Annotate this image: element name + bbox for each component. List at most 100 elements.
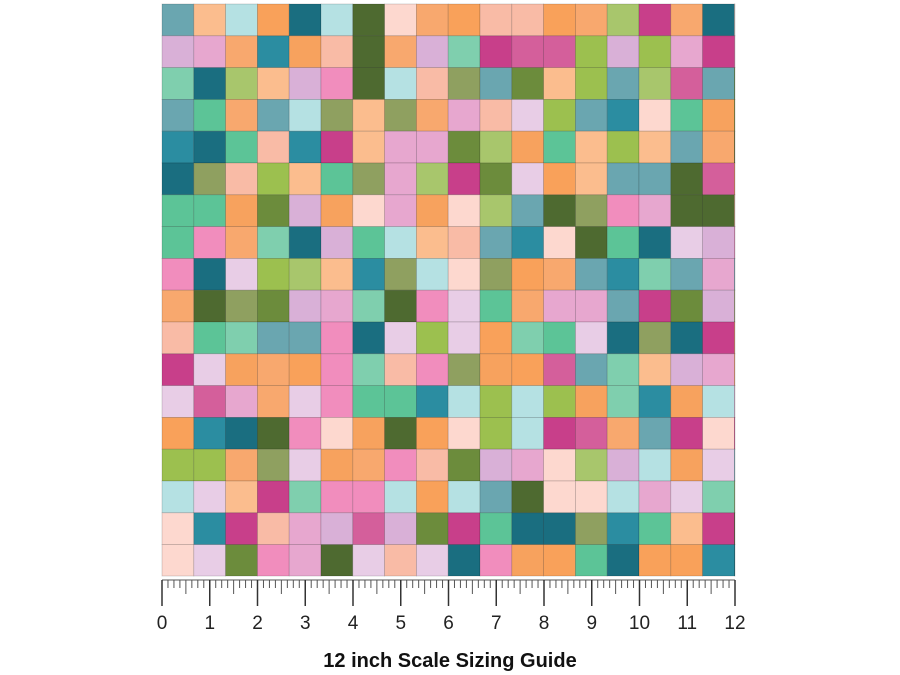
tile <box>225 67 258 100</box>
tile <box>256 480 290 514</box>
tile <box>575 289 608 323</box>
tile <box>288 35 322 68</box>
tile <box>479 194 513 228</box>
tile <box>702 257 735 291</box>
tile <box>670 99 703 132</box>
tile <box>734 353 736 386</box>
tile <box>415 480 449 514</box>
tile <box>161 385 195 418</box>
tile <box>543 67 576 100</box>
tile <box>479 480 513 514</box>
ruler-label: 9 <box>586 613 597 634</box>
tile <box>447 194 481 228</box>
tile <box>352 385 385 418</box>
tile <box>320 544 354 577</box>
tile <box>511 3 544 37</box>
tile <box>606 162 640 196</box>
tile <box>734 289 736 323</box>
tile <box>702 130 735 164</box>
tile <box>479 162 513 196</box>
tile <box>670 448 703 482</box>
tile <box>225 480 258 514</box>
tile <box>447 67 481 100</box>
tile <box>225 99 258 132</box>
tile <box>384 448 417 482</box>
ruler-label: 7 <box>491 613 502 634</box>
tile <box>734 130 736 164</box>
tile <box>638 130 672 164</box>
tile <box>734 162 736 196</box>
tile <box>447 226 481 259</box>
tile <box>479 226 513 259</box>
tile <box>638 194 672 228</box>
tile <box>161 35 195 68</box>
tile <box>702 289 735 323</box>
tile <box>575 544 608 577</box>
tile <box>288 130 322 164</box>
tile <box>193 67 227 100</box>
tile <box>447 353 481 386</box>
tile <box>415 35 449 68</box>
tile <box>288 226 322 259</box>
tile <box>606 226 640 259</box>
tile <box>256 512 290 545</box>
tile <box>288 194 322 228</box>
tile <box>320 130 354 164</box>
tile <box>225 512 258 545</box>
tile <box>479 67 513 100</box>
tile <box>288 99 322 132</box>
tile <box>543 289 576 323</box>
tile <box>447 512 481 545</box>
tile <box>352 226 385 259</box>
tile <box>256 385 290 418</box>
tile <box>575 130 608 164</box>
tile <box>606 512 640 545</box>
tile <box>479 257 513 291</box>
tile <box>447 130 481 164</box>
tile <box>702 416 735 450</box>
tile <box>670 226 703 259</box>
ruler: 0 1 2 3 4 5 6 7 8 9 10 11 12 <box>157 579 746 634</box>
tile <box>320 3 354 37</box>
tile <box>511 512 544 545</box>
tile <box>734 35 736 68</box>
tile <box>638 226 672 259</box>
tile <box>352 194 385 228</box>
tile <box>193 448 227 482</box>
tile <box>415 385 449 418</box>
tile <box>575 194 608 228</box>
tile <box>638 289 672 323</box>
tile <box>670 512 703 545</box>
tile <box>384 226 417 259</box>
tile <box>161 99 195 132</box>
tile <box>415 544 449 577</box>
tile <box>256 3 290 37</box>
tile <box>575 67 608 100</box>
tile <box>288 448 322 482</box>
tile <box>734 480 736 514</box>
tile <box>161 194 195 228</box>
tile <box>734 416 736 450</box>
tile <box>511 67 544 100</box>
tile <box>447 162 481 196</box>
tile <box>670 67 703 100</box>
tile <box>575 480 608 514</box>
tile <box>193 35 227 68</box>
tile <box>479 99 513 132</box>
ruler-label: 6 <box>443 613 454 634</box>
tile <box>415 67 449 100</box>
tile <box>320 385 354 418</box>
tile <box>511 257 544 291</box>
tile <box>734 194 736 228</box>
tile <box>702 194 735 228</box>
tile <box>193 321 227 355</box>
tile <box>256 130 290 164</box>
tile <box>415 289 449 323</box>
tile <box>384 194 417 228</box>
tile <box>193 544 227 577</box>
tile <box>447 448 481 482</box>
tile <box>670 544 703 577</box>
ruler-label: 8 <box>539 613 550 634</box>
tile <box>511 448 544 482</box>
tile <box>256 448 290 482</box>
